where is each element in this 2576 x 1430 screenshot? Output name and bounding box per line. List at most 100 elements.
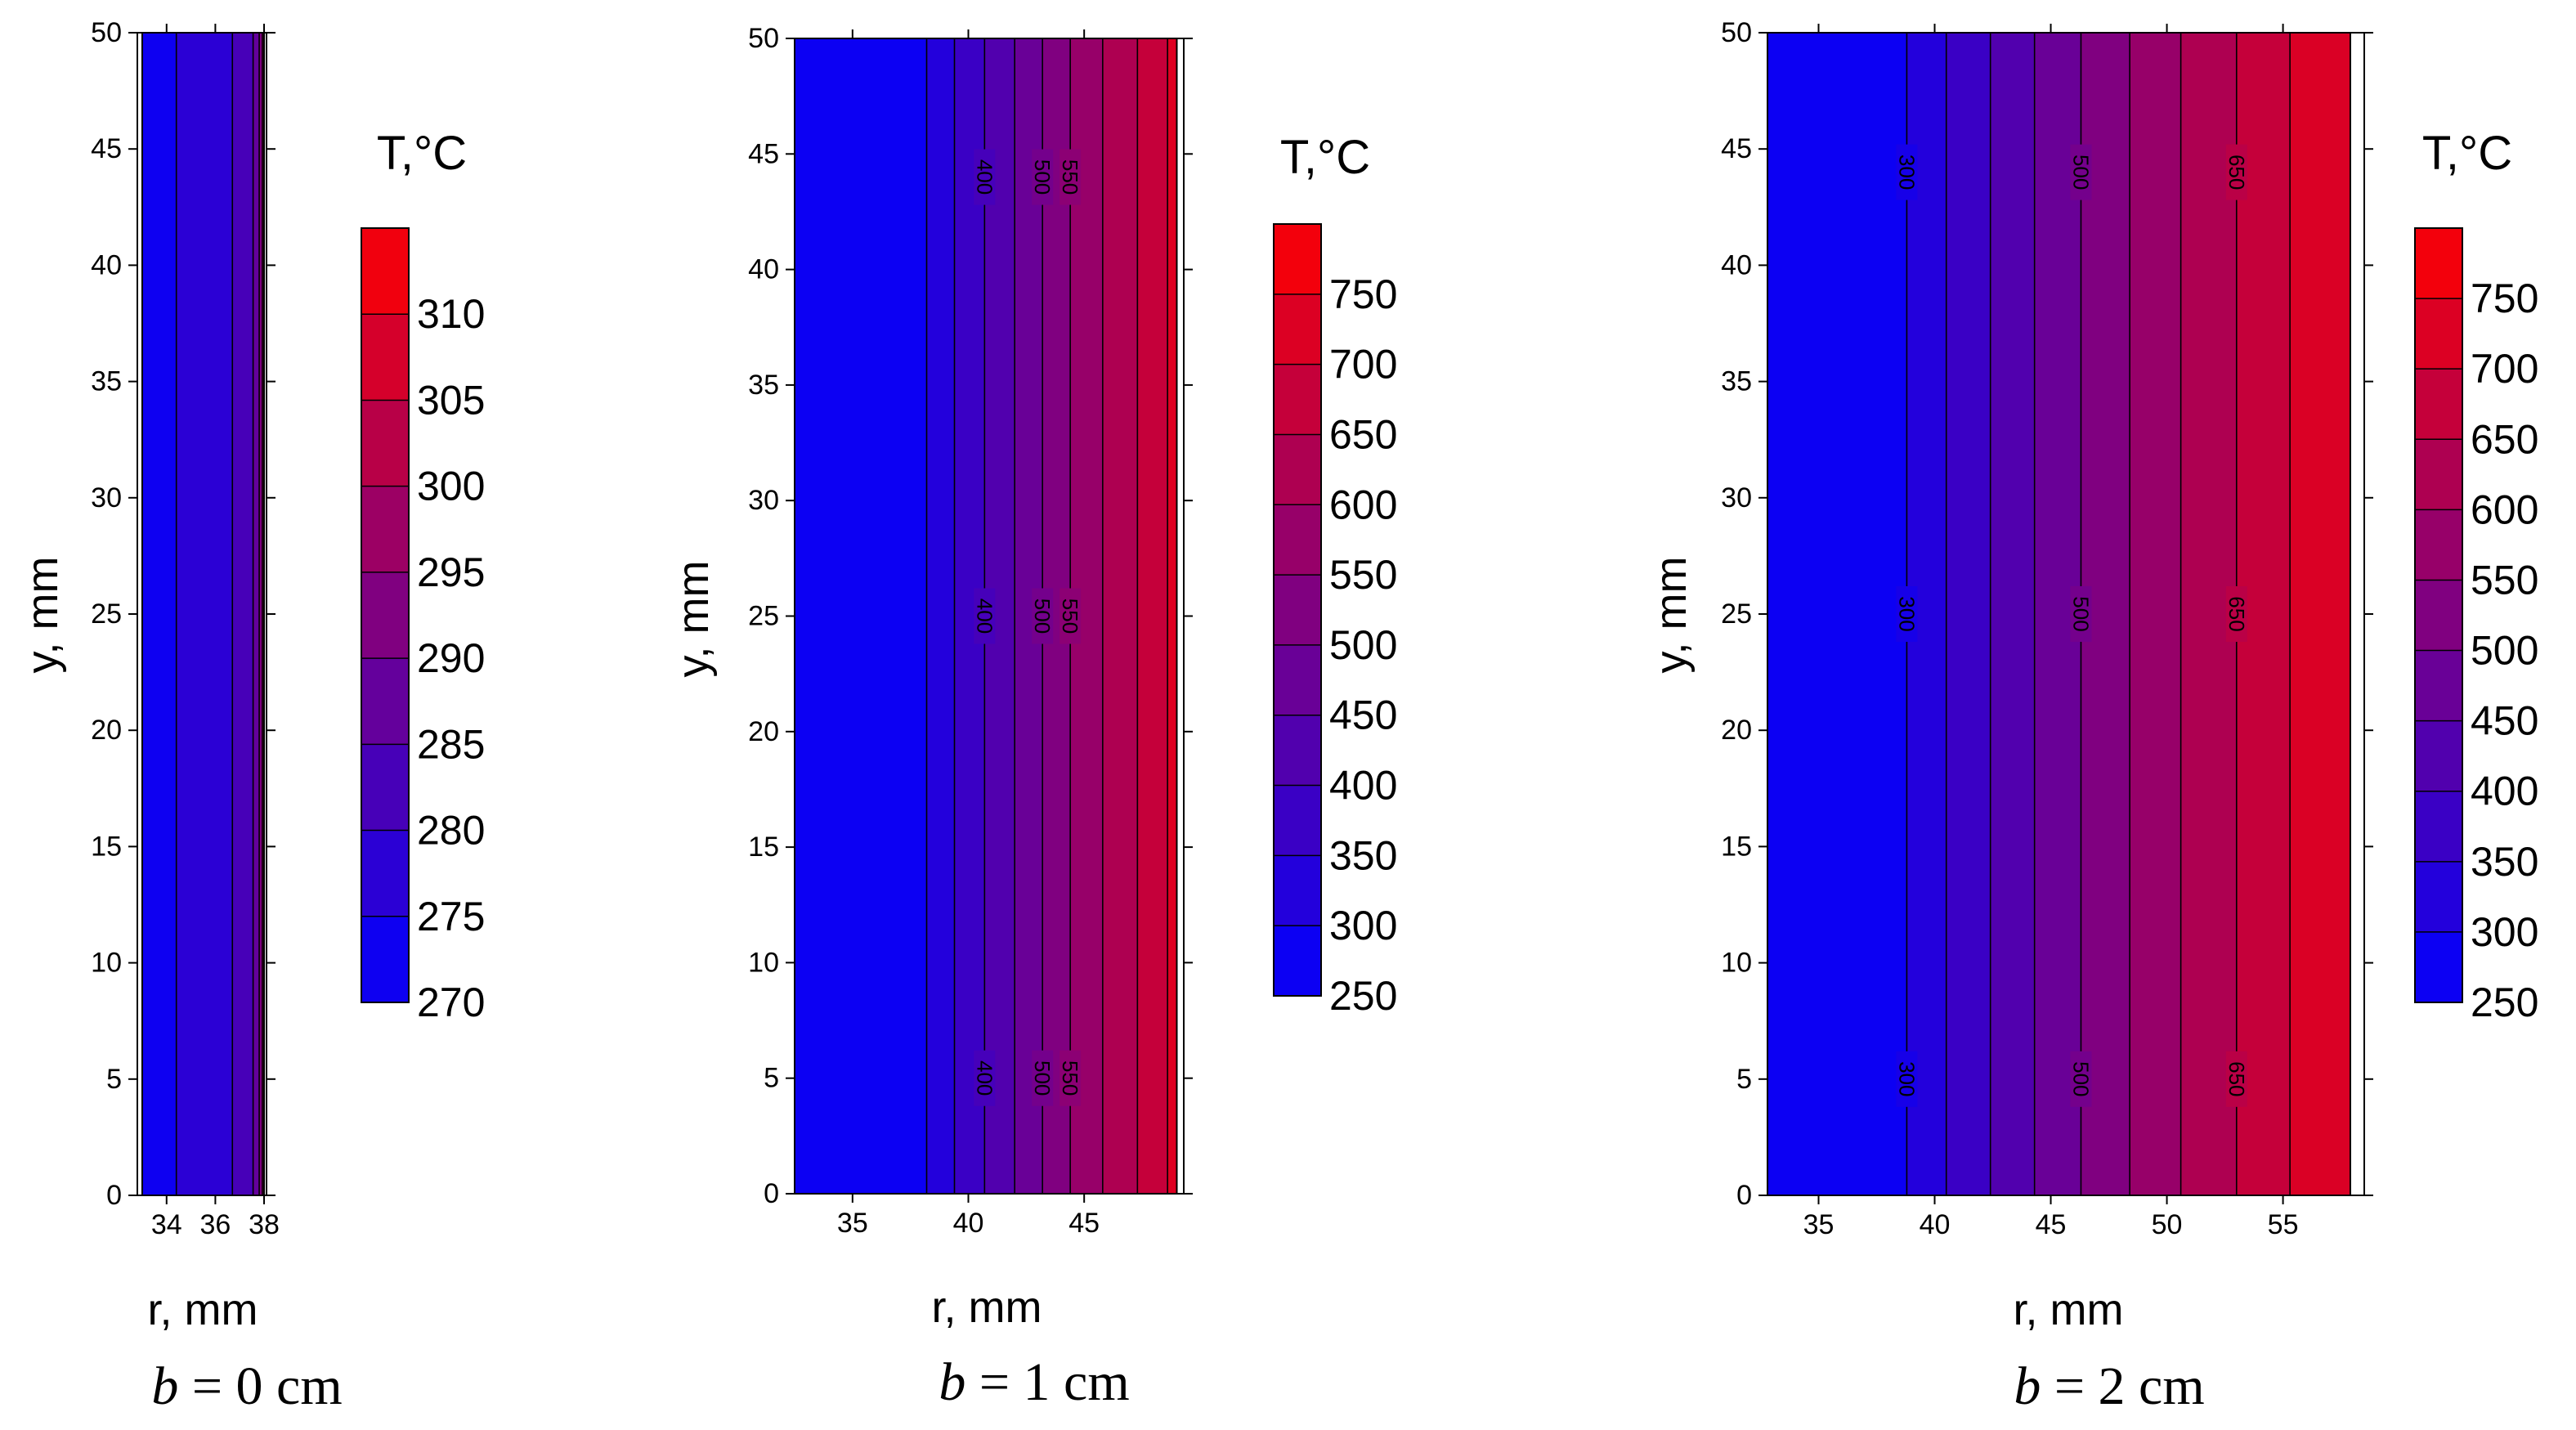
x-tick-label: 36 — [199, 1209, 231, 1240]
caption-variable: b — [2014, 1356, 2041, 1416]
contour-band — [1167, 38, 1177, 1194]
x-tick-label: 55 — [2268, 1209, 2299, 1240]
contour-label: 300 — [1894, 1061, 1919, 1096]
colorbar-swatch — [361, 314, 409, 401]
contour-label-bg — [974, 1050, 996, 1106]
colorbar-tick-label: 650 — [1329, 411, 1397, 457]
panel-caption: b = 1 cm — [939, 1352, 1129, 1412]
panel-caption: b = 2 cm — [2014, 1356, 2204, 1416]
colorbar-swatch — [2415, 791, 2462, 862]
x-axis-label: r, mm — [932, 1283, 1042, 1332]
contour-band — [253, 33, 260, 1195]
y-tick-label: 20 — [748, 716, 779, 747]
y-tick-label: 10 — [1721, 948, 1752, 979]
contour-band — [1946, 33, 1991, 1195]
y-tick-label: 50 — [91, 17, 122, 48]
colorbar-tick-label: 250 — [2471, 979, 2538, 1025]
y-tick-label: 0 — [764, 1178, 779, 1209]
colorbar: 270 275 280 285 290 295 300 305 310 — [361, 227, 485, 1025]
colorbar-swatch — [1274, 575, 1321, 645]
colorbar-tick-label: 750 — [1329, 271, 1397, 317]
contour-label-bg — [974, 588, 996, 644]
colorbar-frame — [1273, 223, 1322, 997]
x-tick-label: 34 — [151, 1209, 182, 1240]
contour-label: 500 — [2068, 1061, 2093, 1096]
contour-label: 400 — [972, 598, 997, 634]
contour-label: 650 — [2224, 1061, 2249, 1096]
y-axis-label: y, mm — [18, 557, 67, 674]
colorbar-title: T,°C — [2422, 127, 2512, 180]
contour-label: 650 — [2224, 155, 2249, 190]
colorbar-swatch — [1274, 644, 1321, 715]
colorbar-title: T,°C — [1280, 131, 1370, 184]
colorbar-swatch — [1274, 504, 1321, 576]
y-tick-label: 35 — [748, 370, 779, 401]
contour-label: 500 — [1030, 159, 1055, 195]
plot-area: 300 300 300 500 500 500 650 650 650 0 5 10 15 20 25 30 3… — [1721, 17, 2373, 1240]
y-tick-label: 30 — [91, 482, 122, 513]
contour-label: 550 — [1058, 1060, 1082, 1096]
y-tick-label: 5 — [764, 1063, 779, 1094]
x-tick-label: 45 — [2036, 1209, 2067, 1240]
y-tick-label: 35 — [1721, 366, 1752, 397]
contour-label-bg — [1032, 1050, 1054, 1106]
colorbar-tick-label: 600 — [2471, 486, 2538, 532]
colorbar-tick-label: 550 — [2471, 557, 2538, 603]
y-tick-label: 15 — [1721, 831, 1752, 862]
contour-band — [1137, 38, 1168, 1194]
colorbar-swatch — [2415, 298, 2462, 370]
colorbar-tick-label: 550 — [1329, 552, 1397, 598]
colorbar-swatch — [2415, 369, 2462, 440]
colorbar-swatch — [361, 572, 409, 659]
contour-label: 500 — [2068, 155, 2093, 190]
x-tick-label: 50 — [2152, 1209, 2183, 1240]
colorbar-tick-label: 700 — [2471, 346, 2538, 392]
colorbar-swatch — [1274, 926, 1321, 996]
contour-label-bg — [1060, 588, 1082, 644]
contour-label-bg — [2225, 586, 2247, 642]
colorbar-swatch — [2415, 861, 2462, 932]
contour-label-bg — [2070, 1051, 2092, 1107]
y-tick-label: 35 — [91, 366, 122, 397]
panel-b1: 4004004005005005005505505500510152025303… — [669, 23, 1397, 1412]
contour-band — [1102, 38, 1138, 1194]
colorbar-swatch — [2415, 650, 2462, 721]
colorbar-tick-label: 350 — [2471, 839, 2538, 885]
contour-label-bg — [1896, 144, 1918, 200]
colorbar-tick-label: 300 — [2471, 909, 2538, 955]
colorbar-tick-label: 270 — [417, 979, 485, 1025]
caption-value: = 2 cm — [2041, 1356, 2204, 1416]
colorbar-swatch — [1274, 785, 1321, 856]
caption-value: = 1 cm — [965, 1352, 1129, 1412]
colorbar-tick-label: 350 — [1329, 832, 1397, 878]
colorbar-swatch — [1274, 294, 1321, 365]
contour-label: 550 — [1058, 159, 1082, 195]
contour-label-bg — [2070, 586, 2092, 642]
y-tick-label: 40 — [1721, 249, 1752, 280]
contour-label: 300 — [1894, 155, 1919, 190]
colorbar-tick-label: 310 — [417, 291, 485, 337]
x-tick-label: 38 — [249, 1209, 280, 1240]
colorbar-swatch — [361, 486, 409, 572]
colorbar-frame — [2414, 227, 2463, 1003]
y-tick-label: 25 — [748, 601, 779, 632]
colorbar-tick-label: 700 — [1329, 342, 1397, 388]
colorbar-swatch — [1274, 715, 1321, 786]
contour-band — [232, 33, 253, 1195]
y-tick-label: 50 — [748, 23, 779, 54]
colorbar-swatch — [2415, 228, 2462, 299]
colorbar-swatch — [361, 658, 409, 745]
colorbar-swatch — [361, 400, 409, 486]
y-tick-label: 10 — [748, 947, 779, 978]
colorbar-swatch — [361, 830, 409, 917]
y-tick-label: 45 — [91, 133, 122, 164]
colorbar: 250 300 350 400 450 500 550 600 650 700 750 — [1273, 223, 1397, 1019]
colorbar-tick-label: 450 — [2471, 698, 2538, 744]
contour-label-bg — [1896, 586, 1918, 642]
plot-area: 0 5 10 15 20 25 30 35 40 45 50 34 36 38 — [91, 17, 280, 1240]
colorbar-swatch — [361, 228, 409, 315]
contour-label: 400 — [972, 159, 997, 195]
colorbar-tick-label: 295 — [417, 549, 485, 595]
colorbar-tick-label: 280 — [417, 808, 485, 854]
